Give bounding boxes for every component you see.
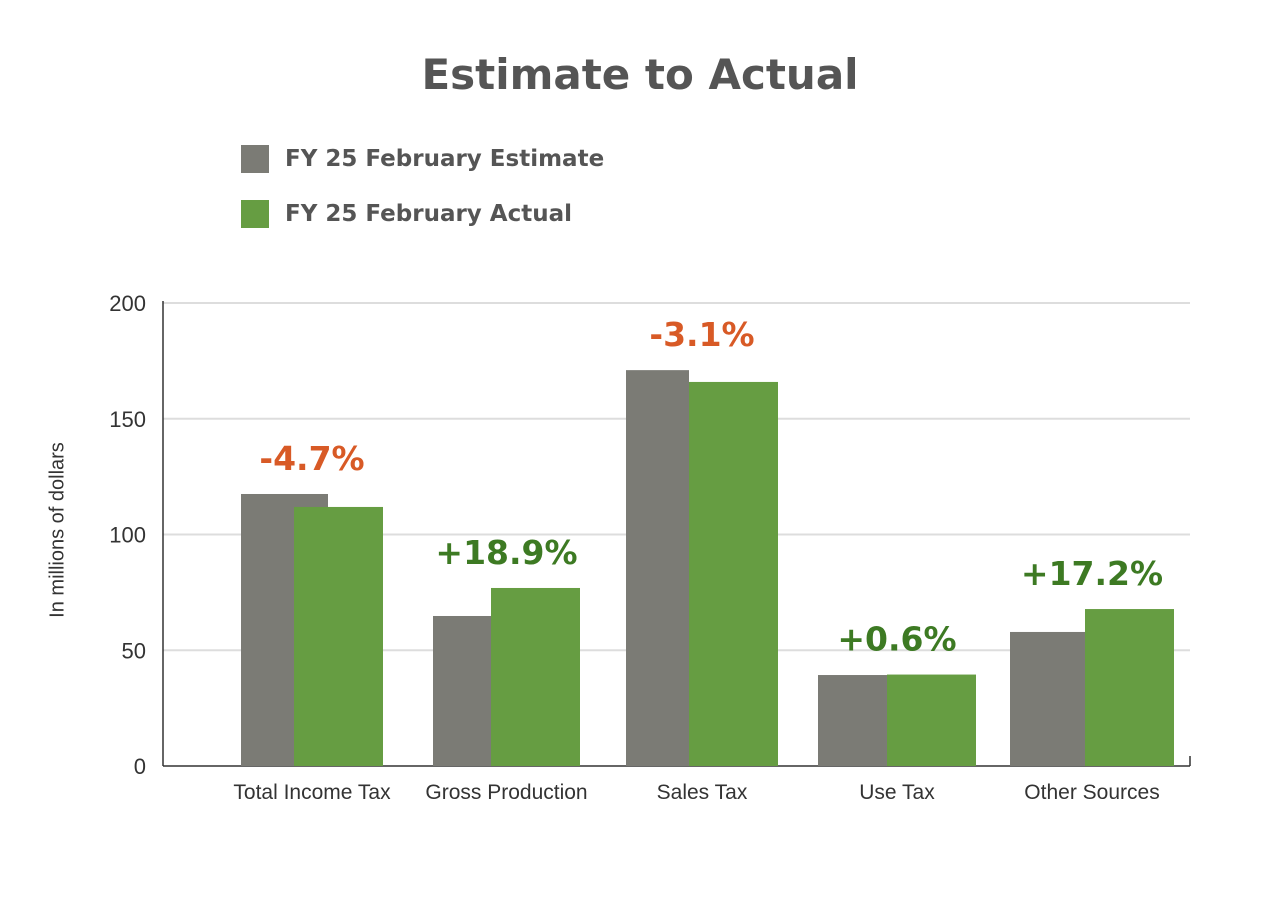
legend-swatch-actual	[241, 200, 269, 228]
percent-change-label: +0.6%	[837, 620, 956, 659]
legend-item-actual: FY 25 February Actual	[241, 200, 572, 228]
legend-swatch-estimate	[241, 145, 269, 173]
x-tick-label: Gross Production	[425, 781, 587, 804]
percent-change-label: -3.1%	[649, 315, 754, 354]
y-tick-label: 150	[109, 407, 146, 432]
bar-actual-2	[689, 381, 778, 766]
bar-actual-3	[887, 674, 976, 766]
x-tick-label: Use Tax	[859, 781, 935, 804]
percent-change-label: +17.2%	[1021, 554, 1163, 593]
percent-change-label: +18.9%	[435, 533, 577, 572]
y-tick-label: 200	[109, 291, 146, 316]
bar-estimate-3	[818, 675, 887, 766]
bar-actual-4	[1085, 609, 1174, 766]
bar-actual-1	[491, 587, 580, 766]
bar-estimate-2	[626, 370, 689, 766]
legend-label-estimate: FY 25 February Estimate	[285, 146, 605, 172]
y-tick-label: 50	[122, 638, 146, 663]
x-tick-label: Total Income Tax	[233, 781, 391, 804]
bar-estimate-1	[433, 615, 491, 766]
percent-change-label: -4.7%	[259, 439, 364, 478]
x-tick-label: Other Sources	[1024, 781, 1159, 804]
x-tick-label: Sales Tax	[657, 781, 748, 804]
legend-label-actual: FY 25 February Actual	[285, 201, 573, 227]
y-tick-label: 100	[109, 523, 146, 548]
bar-actual-0	[294, 506, 383, 766]
chart-title: Estimate to Actual	[421, 50, 859, 99]
y-tick-label: 0	[134, 754, 146, 779]
legend-item-estimate: FY 25 February Estimate	[241, 145, 604, 173]
bar-estimate-4	[1010, 631, 1085, 766]
